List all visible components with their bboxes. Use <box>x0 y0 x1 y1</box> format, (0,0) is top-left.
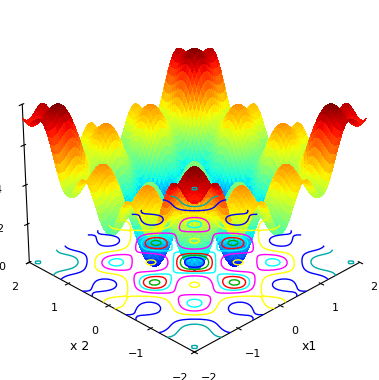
X-axis label: x1: x1 <box>302 340 317 353</box>
Y-axis label: x 2: x 2 <box>70 340 89 353</box>
